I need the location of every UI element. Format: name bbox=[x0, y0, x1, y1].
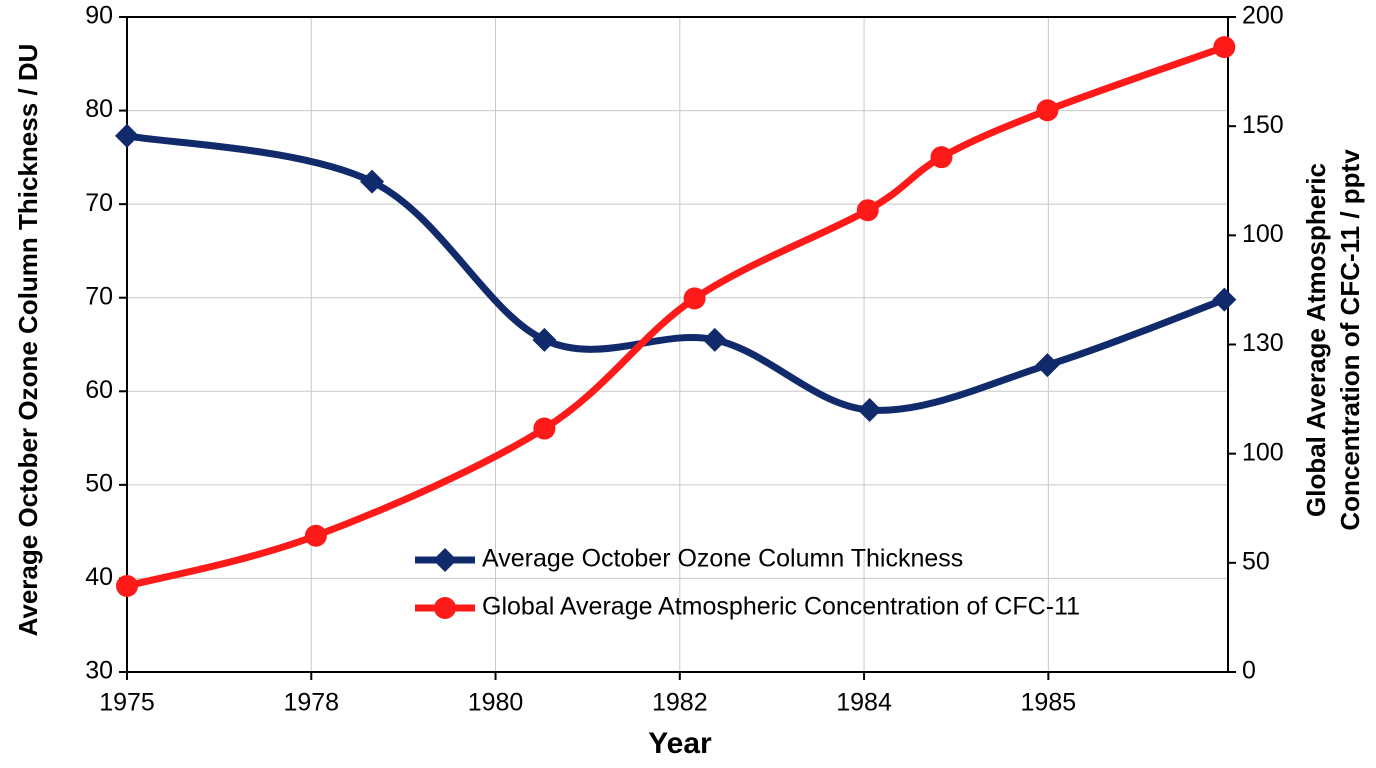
y2-tick-label: 200 bbox=[1242, 2, 1284, 30]
y2-tick-label: 150 bbox=[1242, 111, 1284, 139]
marker bbox=[532, 327, 557, 352]
y-tick-label: 70 bbox=[85, 189, 113, 217]
marker bbox=[857, 398, 882, 422]
y-tick-label: 90 bbox=[85, 2, 113, 30]
x-axis-title: Year bbox=[648, 727, 712, 760]
marker bbox=[1035, 353, 1060, 378]
y2-tick-label: 100 bbox=[1242, 438, 1284, 466]
legend-label: Average October Ozone Column Thickness bbox=[482, 545, 963, 573]
series-line bbox=[126, 132, 1226, 414]
legend-label: Global Average Atmospheric Concentration… bbox=[482, 593, 1080, 621]
x-tick-label: 1984 bbox=[836, 689, 892, 717]
x-tick-label: 1985 bbox=[1021, 689, 1077, 717]
x-tick-label: 1978 bbox=[283, 689, 339, 717]
marker bbox=[433, 548, 457, 572]
x-tick-label: 1982 bbox=[652, 689, 708, 717]
y-tick-label: 60 bbox=[85, 376, 113, 404]
marker bbox=[1036, 99, 1059, 122]
plot-frame bbox=[126, 16, 1229, 673]
marker bbox=[116, 574, 138, 597]
marker bbox=[434, 597, 456, 619]
series-line bbox=[126, 43, 1226, 590]
y2-tick-label: 130 bbox=[1242, 329, 1284, 357]
y2-axis-title: Global Average Atmospheric bbox=[1301, 163, 1331, 517]
x-tick-label: 1975 bbox=[99, 689, 155, 717]
marker bbox=[930, 146, 953, 169]
marker bbox=[360, 169, 385, 194]
y-tick-label: 50 bbox=[85, 469, 113, 497]
marker bbox=[683, 287, 706, 310]
y-tick-label: 40 bbox=[85, 563, 113, 591]
marker bbox=[304, 524, 327, 547]
y-axis-title: Average October Ozone Column Thickness /… bbox=[13, 44, 43, 637]
marker bbox=[1213, 36, 1236, 59]
marker bbox=[1212, 287, 1237, 312]
y-tick-label: 80 bbox=[85, 95, 113, 123]
marker bbox=[115, 123, 139, 148]
x-tick-label: 1980 bbox=[468, 689, 524, 717]
y2-axis-title: Concentration of CFC-11 / pptv bbox=[1335, 149, 1365, 531]
marker bbox=[533, 417, 556, 440]
y-tick-label: 30 bbox=[85, 657, 113, 685]
y2-tick-label: 0 bbox=[1242, 657, 1256, 685]
y2-tick-label: 100 bbox=[1242, 220, 1284, 248]
y2-tick-label: 50 bbox=[1242, 547, 1270, 575]
marker bbox=[702, 327, 727, 352]
y-tick-label: 70 bbox=[85, 282, 113, 310]
marker bbox=[856, 199, 879, 222]
